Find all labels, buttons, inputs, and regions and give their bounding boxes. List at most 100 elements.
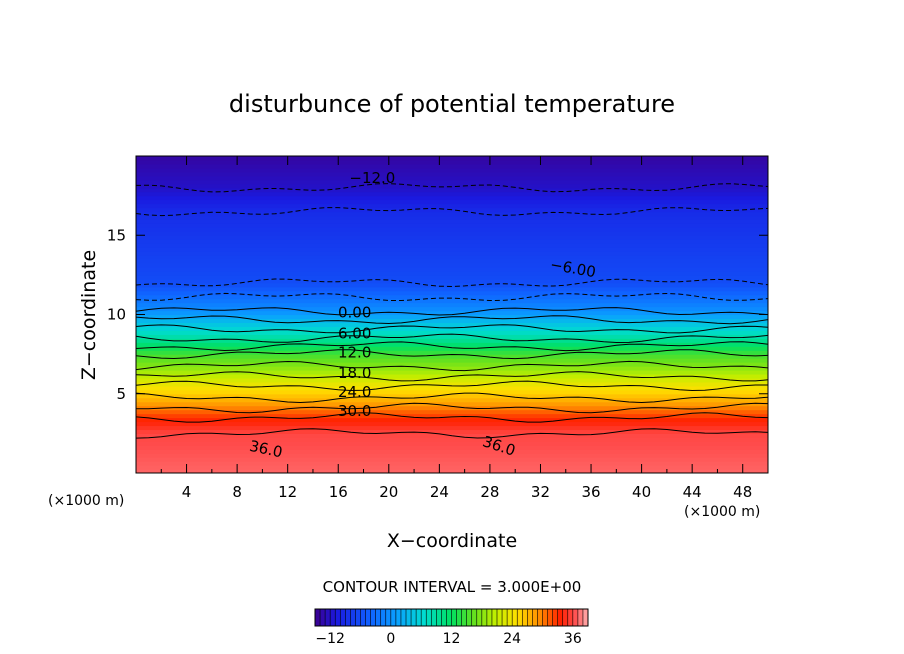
field-band (136, 156, 768, 161)
contour-line (136, 278, 768, 288)
colorbar-cell (416, 609, 422, 626)
field-band (136, 187, 768, 193)
contour-line (136, 402, 768, 414)
field-band (136, 163, 768, 169)
x-tick-label: 24 (430, 483, 449, 501)
contour-line (136, 315, 768, 325)
y-tick-label: 10 (107, 306, 126, 324)
field-band (136, 429, 768, 434)
colorbar-cell (507, 609, 513, 626)
contour-line (136, 341, 768, 352)
field-band (136, 195, 768, 201)
contour-line (136, 207, 768, 217)
field-band (136, 330, 768, 335)
field-band (136, 294, 768, 300)
colorbar-cell (517, 609, 523, 626)
field-band (136, 441, 768, 446)
field-band (136, 310, 768, 316)
x-tick-label: 32 (531, 483, 550, 501)
colorbar-cell (320, 609, 326, 626)
field-band (136, 358, 768, 363)
y-tick-label: 5 (116, 385, 126, 403)
colorbar: −12 0 12 24 36 (314, 608, 589, 647)
colorbar-cell (406, 609, 412, 626)
contour-interval-text: CONTOUR INTERVAL = 3.000E+00 (323, 578, 582, 596)
field-band (136, 167, 768, 173)
field-band (136, 437, 768, 442)
field-band (136, 171, 768, 177)
contour-label: −12.0 (349, 169, 395, 187)
colorbar-tick-label: 0 (386, 631, 395, 647)
field-band (136, 203, 768, 209)
field-band (136, 318, 768, 324)
colorbar-cell (365, 609, 371, 626)
field-band (136, 381, 768, 387)
field-band (136, 179, 768, 185)
colorbar-cell (532, 609, 538, 626)
field-band (136, 259, 768, 264)
field-band (136, 413, 768, 419)
colorbar-cell (441, 609, 447, 626)
colorbar-cell (340, 609, 346, 626)
colorbar-cell (451, 609, 457, 626)
colorbar-cell (330, 609, 336, 626)
field-band (136, 334, 768, 339)
field-band (136, 231, 768, 236)
field-band (136, 457, 768, 462)
colorbar-tick-label: 24 (503, 631, 521, 647)
colorbar-cell (350, 609, 356, 626)
colorbar-cell (436, 609, 442, 626)
colorbar-cell (355, 609, 361, 626)
contour-line (136, 183, 768, 193)
x-tick-label: 40 (632, 483, 651, 501)
field-band (136, 278, 768, 284)
field-band (136, 215, 768, 220)
colorbar-cell (370, 609, 376, 626)
field-band (136, 262, 768, 268)
field-band (136, 239, 768, 244)
field-band (136, 354, 768, 359)
field-band (136, 366, 768, 371)
field-band (136, 219, 768, 224)
field-band (136, 298, 768, 304)
field-band (136, 322, 768, 327)
colorbar-cell (421, 609, 427, 626)
colorbar-cell (527, 609, 533, 626)
contour-line (136, 371, 768, 382)
field-band (136, 409, 768, 415)
field-band (136, 227, 768, 232)
contour-line (136, 380, 768, 392)
colorbar-cell (491, 609, 498, 626)
colorbar-cell (572, 609, 579, 626)
x-tick-label: 8 (232, 483, 242, 501)
field-band (136, 377, 768, 383)
colorbar-cell (562, 609, 569, 626)
colorbar-cell (577, 609, 584, 626)
colorbar-cell (502, 609, 508, 626)
field-band (136, 461, 768, 466)
field-band (136, 302, 768, 308)
x-tick-label: 16 (329, 483, 348, 501)
colorbar-cell (461, 609, 467, 626)
x-tick-label: 12 (278, 483, 297, 501)
contour-line (136, 324, 768, 334)
field-band (136, 175, 768, 181)
field-band (136, 286, 768, 292)
field-band (136, 389, 768, 395)
colorbar-cell (582, 609, 589, 626)
contour-line (136, 392, 768, 404)
field-band (136, 342, 768, 347)
colorbar-cell (522, 609, 528, 626)
field-band (136, 453, 768, 458)
colorbar-cell (395, 609, 402, 626)
field-band (136, 266, 768, 272)
field-band (136, 306, 768, 312)
colorbar-cell (466, 609, 473, 626)
contour-line (136, 349, 768, 360)
chart-title: disturbunce of potential temperature (229, 90, 675, 118)
colorbar-cell (360, 609, 366, 626)
colorbar-tick-label: 12 (443, 631, 461, 647)
contour-lines (136, 183, 768, 439)
field-band (136, 385, 768, 391)
field-band (136, 469, 768, 473)
